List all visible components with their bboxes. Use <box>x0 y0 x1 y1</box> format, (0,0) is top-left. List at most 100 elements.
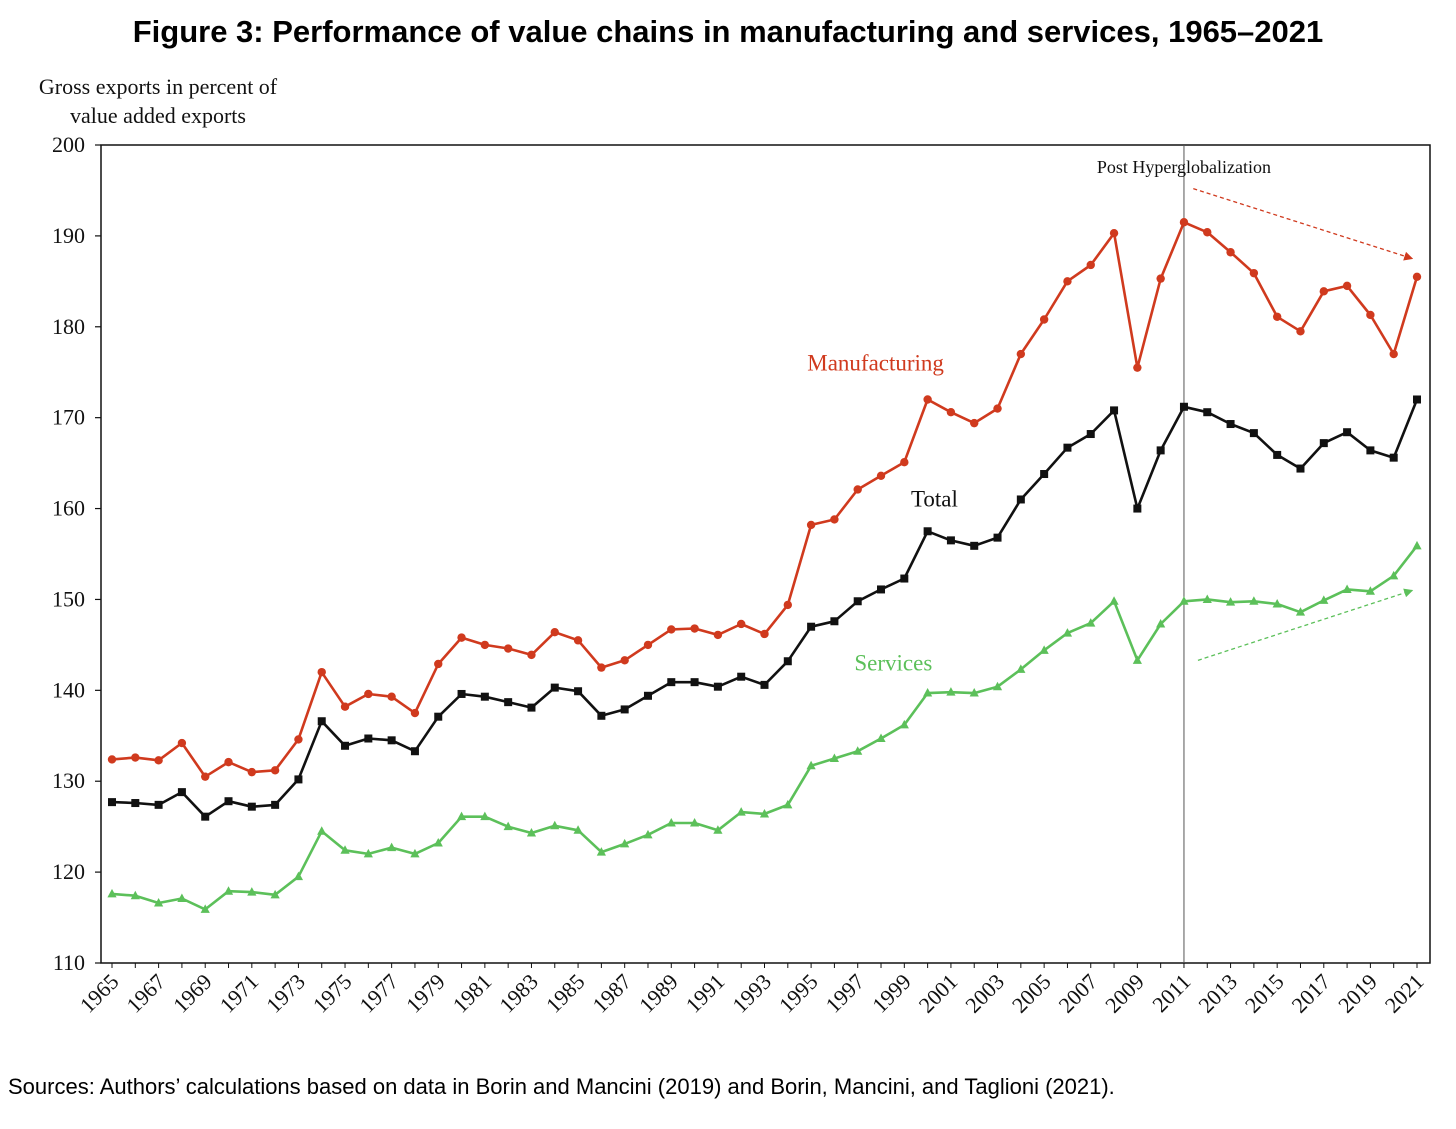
services-point <box>573 825 583 834</box>
manufacturing-point <box>1039 315 1049 324</box>
manufacturing-point <box>1156 274 1165 283</box>
total-point <box>667 678 676 687</box>
total-point <box>271 800 280 809</box>
manufacturing-point <box>597 663 606 672</box>
services-series-label: Services <box>854 650 932 675</box>
total-line <box>111 399 1419 819</box>
total-point <box>387 736 396 745</box>
manufacturing-point <box>806 520 816 530</box>
manufacturing-point <box>900 458 909 467</box>
axes: 1101201301401501601701801902001965196719… <box>52 132 1431 1018</box>
total-point <box>550 683 559 692</box>
services-point <box>130 890 140 900</box>
services-trend-arrow <box>1197 588 1414 661</box>
manufacturing-point <box>1179 218 1189 227</box>
total-point <box>1226 420 1235 429</box>
x-tick-label: 2015 <box>1240 969 1289 1018</box>
post-hyperglobalization-label: Post Hyperglobalization <box>1097 157 1271 177</box>
manufacturing-point <box>457 633 466 642</box>
services-point <box>1202 594 1212 603</box>
services-point <box>363 848 373 858</box>
x-tick-label: 2011 <box>1147 969 1195 1017</box>
manufacturing-point <box>387 692 396 701</box>
total-point <box>1063 443 1072 452</box>
total-point <box>1086 430 1095 439</box>
services-point <box>829 753 840 762</box>
services-point <box>620 838 630 848</box>
total-point <box>1110 406 1119 415</box>
total-point <box>177 788 186 797</box>
services-point <box>1132 655 1142 664</box>
manufacturing-point <box>107 755 117 764</box>
services-point <box>759 808 770 818</box>
total-point <box>1203 408 1212 417</box>
manufacturing-point <box>620 656 629 665</box>
total-point <box>1156 446 1165 455</box>
services-point <box>410 848 420 858</box>
total-series-label: Total <box>911 487 958 512</box>
services-point <box>1342 584 1352 593</box>
y-tick-label: 110 <box>53 950 85 975</box>
manufacturing-point <box>340 702 350 711</box>
manufacturing-point <box>1226 248 1235 257</box>
x-tick-label: 1975 <box>308 969 357 1018</box>
services-point <box>1109 596 1119 605</box>
total-point <box>1389 453 1398 462</box>
services-point <box>736 807 746 816</box>
total-point <box>877 585 886 594</box>
manufacturing-point <box>1296 327 1305 336</box>
services-point <box>689 818 700 827</box>
manufacturing-point <box>970 418 979 428</box>
total-point <box>457 689 466 698</box>
total-point <box>620 705 629 714</box>
total-point <box>317 717 326 726</box>
manufacturing-point <box>1063 277 1072 286</box>
x-tick-label: 1997 <box>820 969 869 1018</box>
y-axis-label-line-1: Gross exports in percent of <box>38 74 278 99</box>
y-tick-label: 170 <box>52 405 85 430</box>
manufacturing-point <box>1203 228 1212 237</box>
x-tick-label: 1995 <box>774 969 823 1018</box>
services-point <box>526 828 537 837</box>
total-point <box>1249 429 1258 438</box>
services-point <box>154 898 164 907</box>
x-tick-label: 1981 <box>448 969 497 1018</box>
manufacturing-point <box>1016 349 1026 359</box>
services-point <box>247 887 257 896</box>
total-point <box>690 678 699 687</box>
x-tick-label: 1983 <box>494 969 543 1018</box>
services-point <box>1295 607 1306 616</box>
figure-title: Figure 3: Performance of value chains in… <box>132 14 1324 49</box>
total-point <box>923 527 932 536</box>
y-axis-label-line-2: value added exports <box>70 103 246 128</box>
manufacturing-point <box>1342 281 1352 291</box>
services-point <box>806 760 816 770</box>
total-point <box>970 541 979 550</box>
total-point <box>597 711 606 720</box>
total-point <box>108 798 116 807</box>
services-line <box>111 545 1419 911</box>
total-point <box>1366 446 1375 455</box>
y-tick-label: 150 <box>52 586 85 611</box>
services-point <box>1062 628 1073 637</box>
x-tick-label: 2003 <box>960 969 1009 1018</box>
x-tick-label: 1971 <box>215 969 264 1018</box>
x-tick-label: 1987 <box>587 969 636 1018</box>
services-point <box>969 688 979 697</box>
services-point <box>340 845 350 854</box>
total-point <box>341 741 350 750</box>
total-point <box>201 812 210 821</box>
y-tick-label: 160 <box>52 496 85 521</box>
manufacturing-point <box>201 772 210 781</box>
total-point <box>1016 495 1025 504</box>
x-tick-label: 1973 <box>261 969 310 1018</box>
services-point <box>1365 586 1375 595</box>
manufacturing-point <box>1412 272 1422 281</box>
services-point <box>946 687 956 696</box>
manufacturing-point <box>503 644 513 653</box>
manufacturing-point <box>853 485 862 494</box>
services-point <box>1179 596 1189 605</box>
services-point <box>992 681 1003 691</box>
manufacturing-series-label: Manufacturing <box>807 350 944 375</box>
services-point <box>1156 618 1166 628</box>
